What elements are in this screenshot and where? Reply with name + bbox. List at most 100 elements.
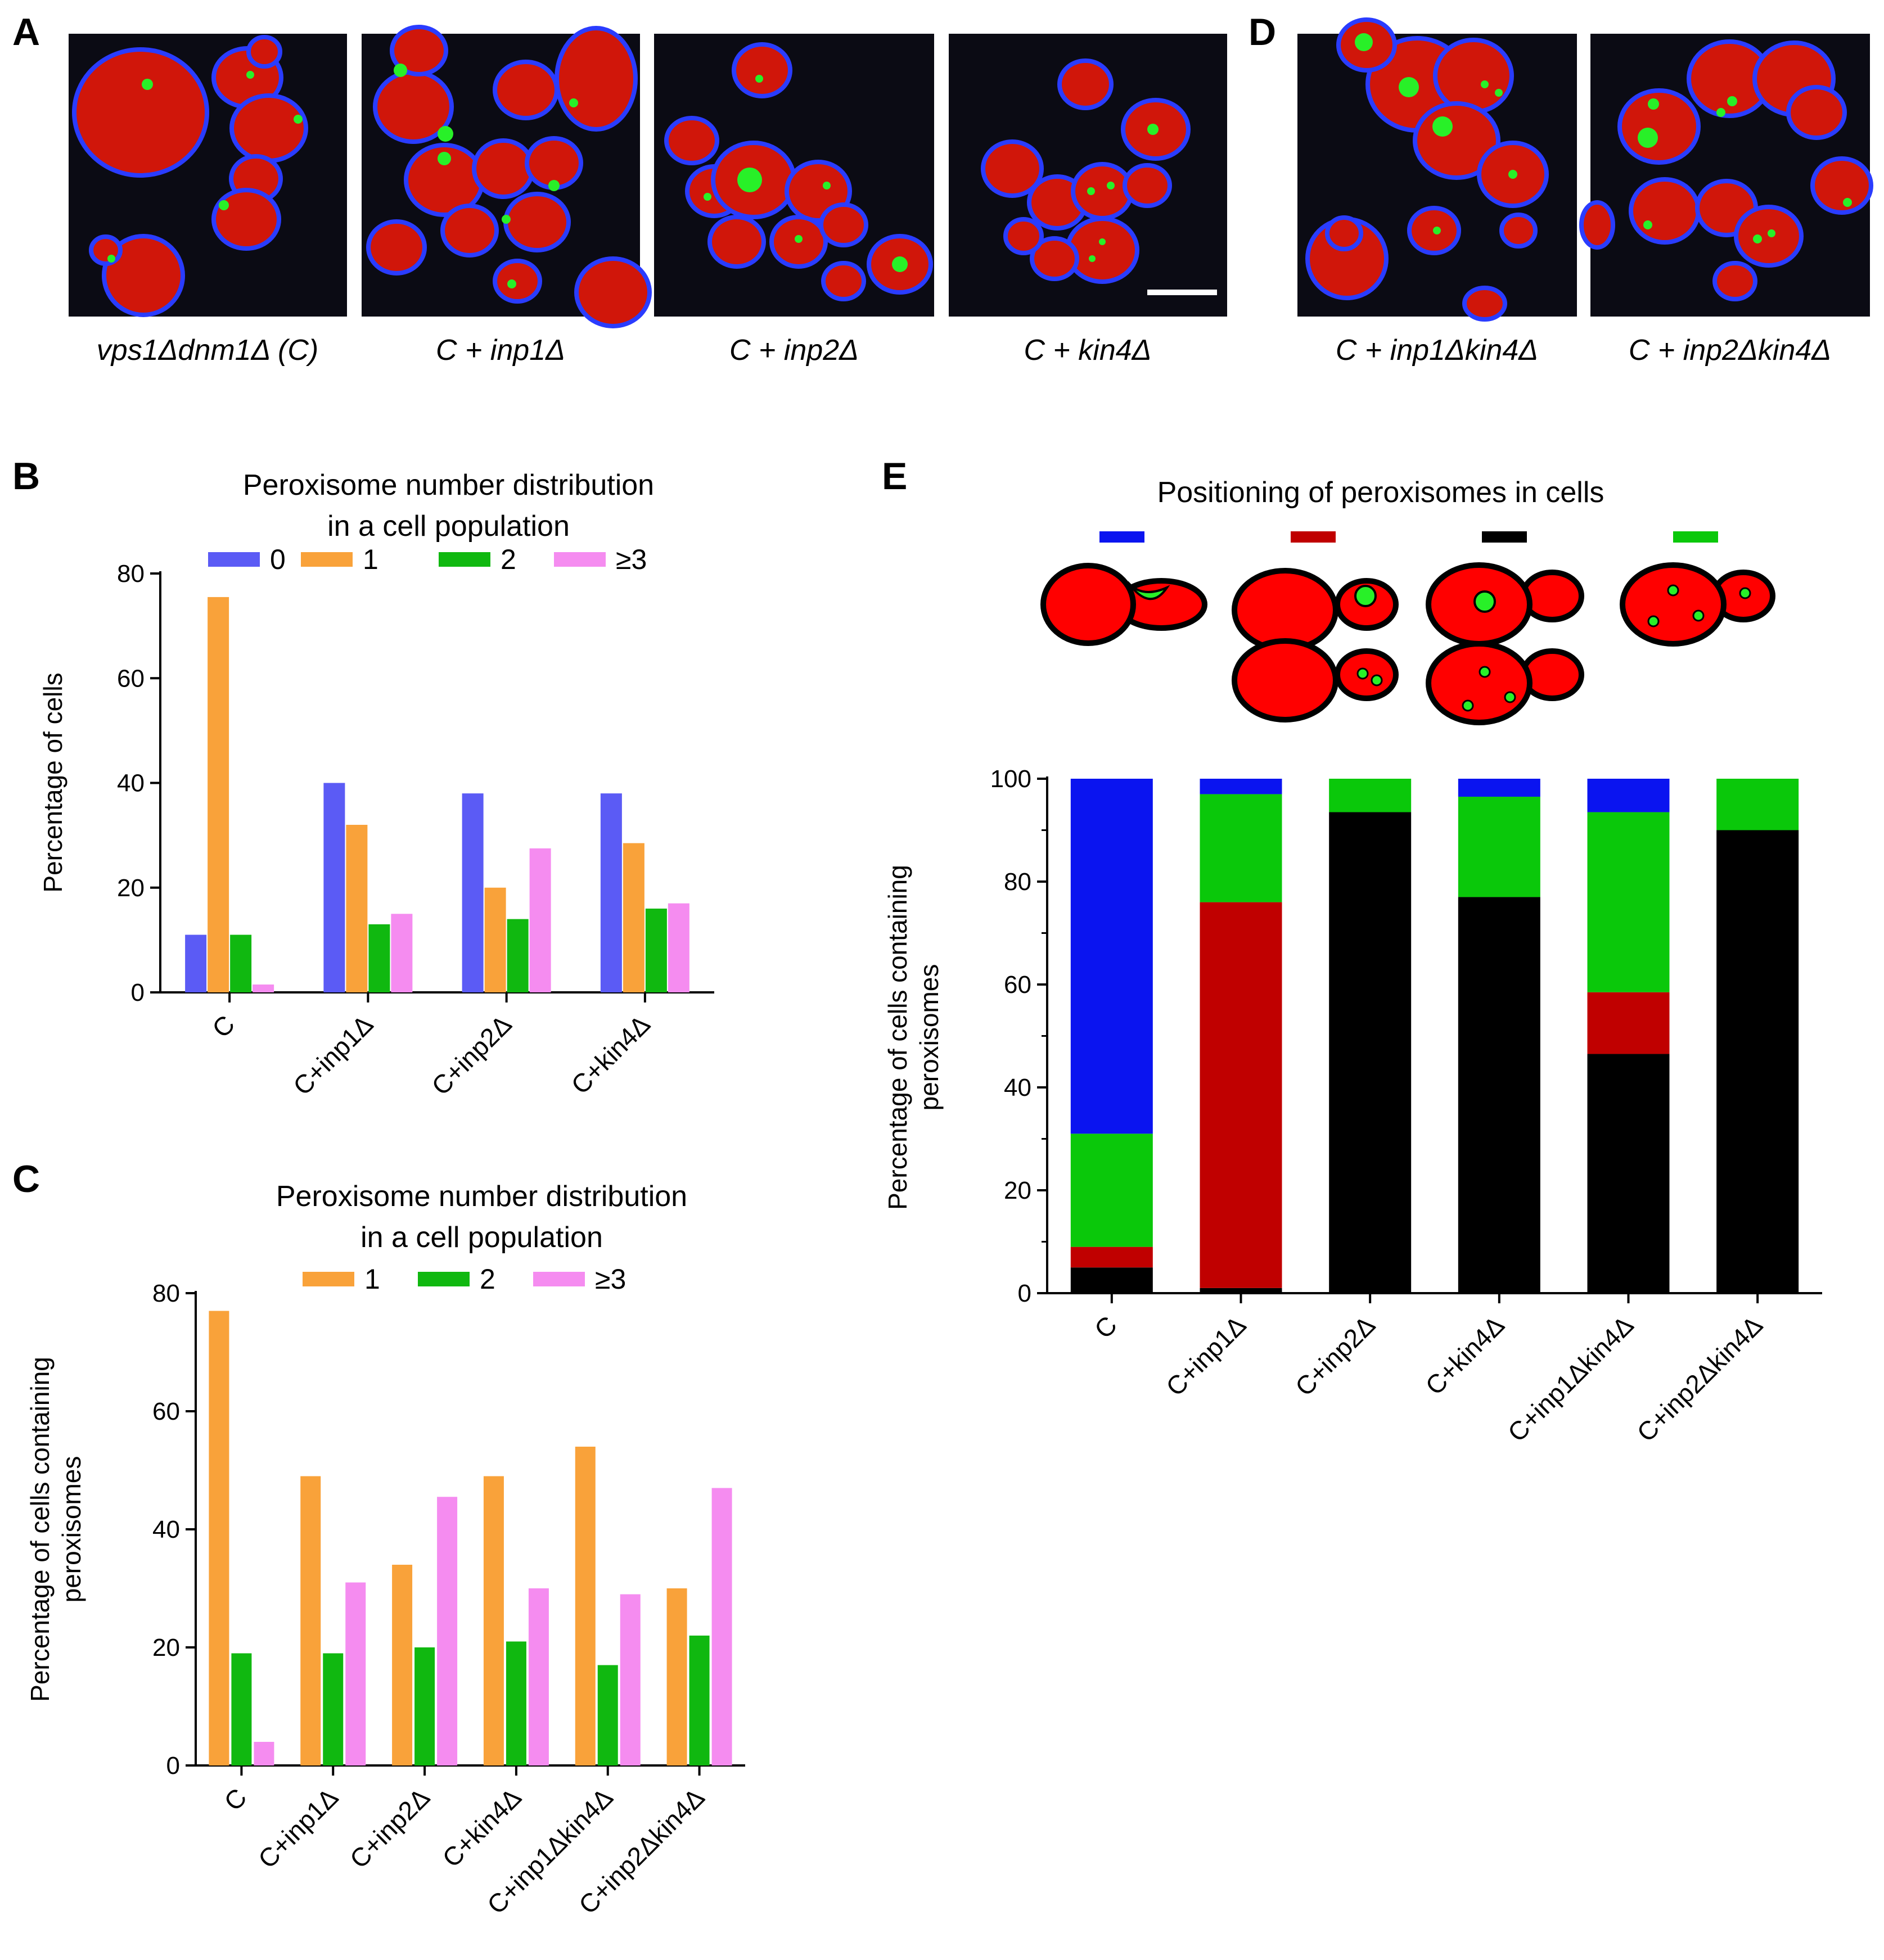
bar-segment-elongated-peroxisome [1070,779,1153,1134]
bar-series-0 [600,793,622,992]
panel-label-d: D [1249,11,1276,53]
micrograph-6 [1579,34,1873,317]
schematic-bud-only [1232,568,1399,722]
legend-label: ≥3 [595,1263,626,1295]
yeast-cells [366,25,652,328]
x-category-label: C+inp1Δkin4Δ [1502,1310,1639,1447]
micrograph-2 [362,25,652,328]
y-tick-label: 60 [152,1398,180,1425]
bar-series-0 [209,1311,229,1765]
legend-swatch [533,1272,585,1286]
bar-segment-bud-only [1070,1247,1153,1268]
chart-title-line: Peroxisome number distribution [243,469,654,502]
chart-b: Peroxisome number distribution in a cell … [38,469,714,1101]
peroxisomes [1638,96,1852,243]
x-category-label: C [1089,1310,1123,1344]
y-tick-label: 0 [131,979,145,1006]
legend-label: 2 [480,1263,495,1295]
panel-label-b: B [12,455,40,498]
bar-series-2 [437,1497,458,1765]
bar-series-1 [506,1641,526,1765]
bar-series-0 [666,1588,687,1765]
bar-segment-elongated-peroxisome [1200,779,1282,794]
bar-series-0 [483,1476,504,1765]
x-category-label: C+inp1Δ [287,1009,378,1100]
panel-label-a: A [12,11,40,53]
legend-swatch [554,552,606,567]
y-tick-label: 80 [1004,868,1031,896]
peroxisome-icon [1647,615,1660,627]
legend-swatch [439,552,490,567]
peroxisome-icon [1692,609,1705,622]
peroxisome-icon [1356,667,1369,680]
micrograph-caption-2: C + inp1Δ [436,334,565,367]
y-tick-label: 100 [990,765,1031,793]
bar-series-2 [620,1594,641,1765]
chart-c: Peroxisome number distribution in a cell … [25,1180,745,1920]
micrograph-caption-5: C + inp1Δkin4Δ [1336,334,1538,367]
y-tick-label: 20 [152,1634,180,1661]
bar-segment-mother-only [1200,1288,1282,1293]
bar-segment-bud-only [1200,902,1282,1288]
x-category-label: C+kin4Δ [565,1009,656,1100]
peroxisome-icon [1739,587,1751,599]
yeast-cells [72,35,308,317]
swatch-mother-only [1482,531,1527,543]
schematic-elongated [1040,563,1207,646]
chart-e: 0 20 40 60 80 100 Percentage of cells containi… [883,765,1822,1447]
bar-segment-mother-and-bud [1329,779,1412,812]
bar-series-1 [323,1653,344,1765]
legend-label: 2 [501,544,516,575]
swatch-bud-only [1291,531,1336,543]
yeast-cells [1579,39,1873,301]
micrograph-caption-3: C + inp2Δ [729,334,859,367]
y-tick-label: 80 [152,1280,180,1307]
bar-segment-mother-only [1070,1267,1153,1293]
peroxisomes [704,75,908,272]
bar-series-0 [392,1565,413,1765]
bar-segment-mother-and-bud [1458,797,1540,897]
yeast-cells [981,58,1191,284]
micrograph-caption-1: vps1Δdnm1Δ (C) [97,334,318,367]
peroxisome-icon [1667,584,1679,597]
bar-segment-mother-and-bud [1200,794,1282,902]
legend-label: 1 [363,544,378,575]
micrograph-row [69,17,1873,328]
scale-bar [1147,290,1217,295]
bar-segment-bud-only [1587,992,1670,1054]
schematic-cells [1040,562,1775,725]
swatch-elongated [1099,531,1144,543]
bar-series-0 [185,934,207,992]
bar-series-1 [689,1636,710,1765]
bar-series-3 [253,984,274,992]
micrograph-5 [1297,17,1577,322]
bar-segment-mother-only [1587,1054,1670,1293]
y-tick-label: 60 [1004,971,1031,999]
swatch-mother-and-bud [1673,531,1718,543]
legend-label: 0 [270,544,286,575]
bar-segment-mother-and-bud [1716,779,1799,830]
bar-series-0 [323,783,345,992]
micrograph-caption-4: C + kin4Δ [1024,334,1151,367]
y-axis-label: Percentage of cells [38,672,67,892]
bar-segment-mother-only [1716,830,1799,1293]
peroxisomes [394,64,578,288]
y-tick-label: 0 [1018,1280,1031,1307]
bar-series-0 [575,1447,596,1765]
elongated-peroxisome-icon [1126,581,1170,600]
chart-title-line: in a cell population [327,510,570,543]
bar-series-1 [414,1647,435,1765]
y-axis-label: Percentage of cells containing [25,1357,55,1702]
x-category-label: C+kin4Δ [1419,1310,1510,1401]
schematic-title: Positioning of peroxisomes in cells [1157,476,1604,509]
bar-series-2 [507,919,529,992]
bar-segment-elongated-peroxisome [1587,779,1670,812]
chart-title-line: in a cell population [360,1221,603,1254]
bar-series-2 [368,924,390,992]
bar-series-2 [254,1742,274,1765]
peroxisome-icon [1371,674,1383,687]
chart-title-line: Peroxisome number distribution [276,1180,687,1213]
legend-swatch [208,552,260,567]
peroxisome-icon [1354,585,1377,607]
